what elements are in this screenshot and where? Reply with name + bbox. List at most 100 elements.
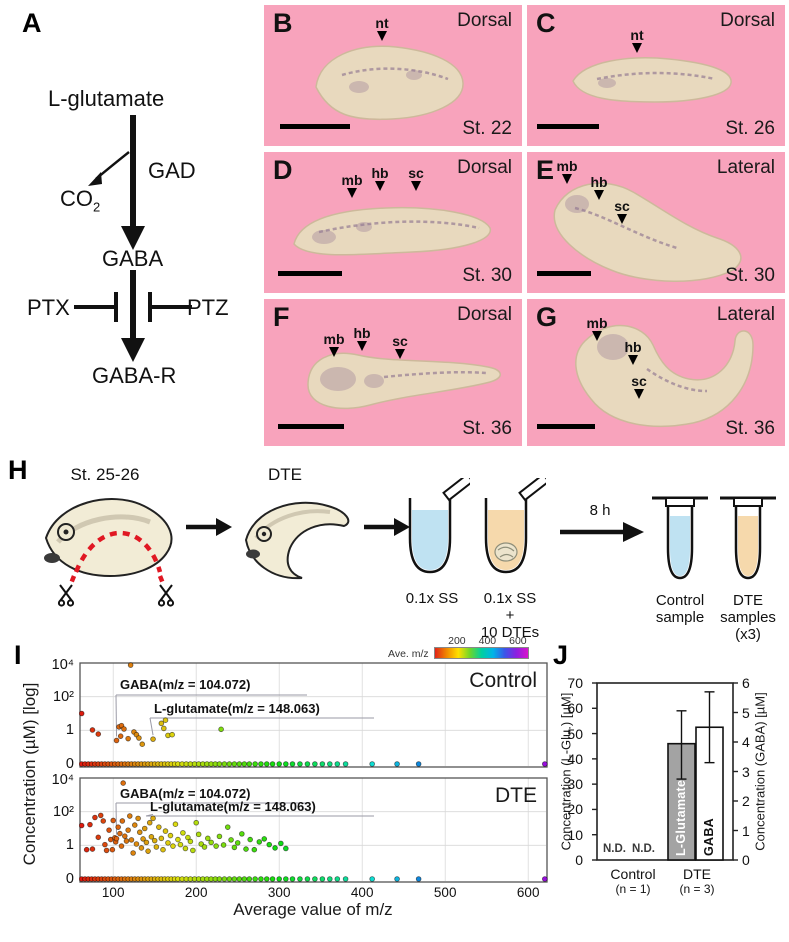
data-point xyxy=(342,876,349,882)
stain-blotch xyxy=(320,367,356,391)
marker-label: hb xyxy=(624,339,642,355)
data-point xyxy=(269,876,276,882)
pathway-arrows xyxy=(74,115,192,362)
dissection-cut-line xyxy=(73,530,163,573)
data-point xyxy=(342,761,349,767)
data-point xyxy=(79,822,85,829)
marker-label: mb xyxy=(341,172,363,188)
data-point xyxy=(87,821,93,828)
data-point xyxy=(246,876,253,882)
data-point xyxy=(158,835,165,842)
arrowhead-down-icon xyxy=(395,349,405,359)
stain-blotch xyxy=(312,230,336,244)
data-point xyxy=(312,876,318,882)
marker-hb: hb xyxy=(618,339,648,365)
data-point xyxy=(258,876,264,882)
bar-group-n-label: (n = 3) xyxy=(679,882,715,896)
x-tick-label: 500 xyxy=(433,885,457,900)
marker-nt: nt xyxy=(367,16,397,41)
data-point xyxy=(327,761,333,767)
stain-streak xyxy=(318,220,480,234)
panel-a-label: A xyxy=(22,8,42,38)
scale-bar xyxy=(280,124,350,129)
y-tick-label: 10⁴ xyxy=(51,772,74,788)
data-point xyxy=(208,839,214,846)
bar-left-tick-label: 0 xyxy=(575,852,583,868)
stain-streak xyxy=(596,71,716,81)
data-point xyxy=(145,848,151,854)
arrowhead-down-icon xyxy=(632,43,642,53)
data-point xyxy=(170,843,176,849)
annotation-leader xyxy=(149,717,154,736)
arrowhead-2 xyxy=(121,338,145,362)
data-point xyxy=(150,815,156,822)
view-label-F: Dorsal xyxy=(457,304,512,325)
data-point xyxy=(110,817,117,824)
node-ptz: PTZ xyxy=(187,295,229,320)
dte_scatter-plot xyxy=(79,777,548,883)
arrowhead-down-icon xyxy=(562,174,572,184)
data-point xyxy=(289,876,296,882)
dte_scatter-title: DTE xyxy=(495,784,537,807)
explants-in-tube xyxy=(494,542,518,562)
data-point xyxy=(205,835,211,842)
bar-group-n-label: (n = 1) xyxy=(615,882,651,896)
data-point xyxy=(136,829,143,836)
panel-F-label: F xyxy=(273,302,290,332)
data-point xyxy=(103,847,110,854)
data-point xyxy=(102,841,108,848)
arrowhead-down-icon xyxy=(411,181,421,191)
data-point xyxy=(165,840,171,846)
data-point xyxy=(216,833,223,840)
y-tick-label: 10² xyxy=(53,803,74,820)
data-point xyxy=(226,876,233,882)
data-point xyxy=(334,761,341,767)
view-label-D: Dorsal xyxy=(457,157,512,178)
data-point xyxy=(180,830,186,836)
embryo-image-F xyxy=(307,352,501,410)
x-tick-label: 400 xyxy=(350,885,374,900)
whole-embryo-illustration xyxy=(44,498,175,607)
data-point xyxy=(148,834,155,840)
data-point xyxy=(150,736,156,742)
stage-label-B: St. 22 xyxy=(462,118,512,139)
arrowhead-down-icon xyxy=(594,190,604,200)
bar-left-tick-label: 10 xyxy=(567,826,583,843)
nd-label: N.D. xyxy=(603,843,626,855)
data-point xyxy=(109,846,116,853)
embryo-body xyxy=(293,206,491,256)
marker-sc: sc xyxy=(607,199,637,224)
data-point xyxy=(394,761,400,767)
data-point xyxy=(119,818,126,824)
data-point xyxy=(216,761,223,767)
marker-label: mb xyxy=(556,158,578,174)
control_scatter-title: Control xyxy=(469,669,537,692)
data-point xyxy=(276,761,283,767)
marker-label: sc xyxy=(408,165,424,181)
stage-label-E: St. 30 xyxy=(725,265,775,286)
node-gaba-r: GABA-R xyxy=(92,363,177,388)
node-ptx: PTX xyxy=(27,295,70,320)
embryo-panel-G: G Lateral St. 36 mb hb sc xyxy=(527,299,785,446)
scatter-y-axis-label: Concentration (µM) [log] xyxy=(20,682,39,866)
data-point xyxy=(143,839,150,846)
annotation-leader xyxy=(115,694,118,737)
incubation-arrow xyxy=(560,522,644,542)
marker-label: hb xyxy=(590,174,608,190)
data-point xyxy=(319,761,326,767)
panel-E-label: E xyxy=(536,155,555,185)
data-point xyxy=(89,727,96,733)
data-point xyxy=(266,841,273,848)
data-point xyxy=(83,846,90,853)
explant-label: DTE xyxy=(268,465,302,484)
colorbar-tick: 200 xyxy=(448,635,466,647)
marker-label: hb xyxy=(353,325,371,341)
data-point xyxy=(115,824,121,830)
embryo-image-D xyxy=(293,206,491,256)
plot-frame xyxy=(79,777,548,883)
data-point xyxy=(213,843,219,849)
control_scatter-plot xyxy=(79,662,548,768)
data-point xyxy=(234,840,241,846)
colorbar-tick: 600 xyxy=(509,635,527,647)
marker-nt: nt xyxy=(622,28,652,53)
